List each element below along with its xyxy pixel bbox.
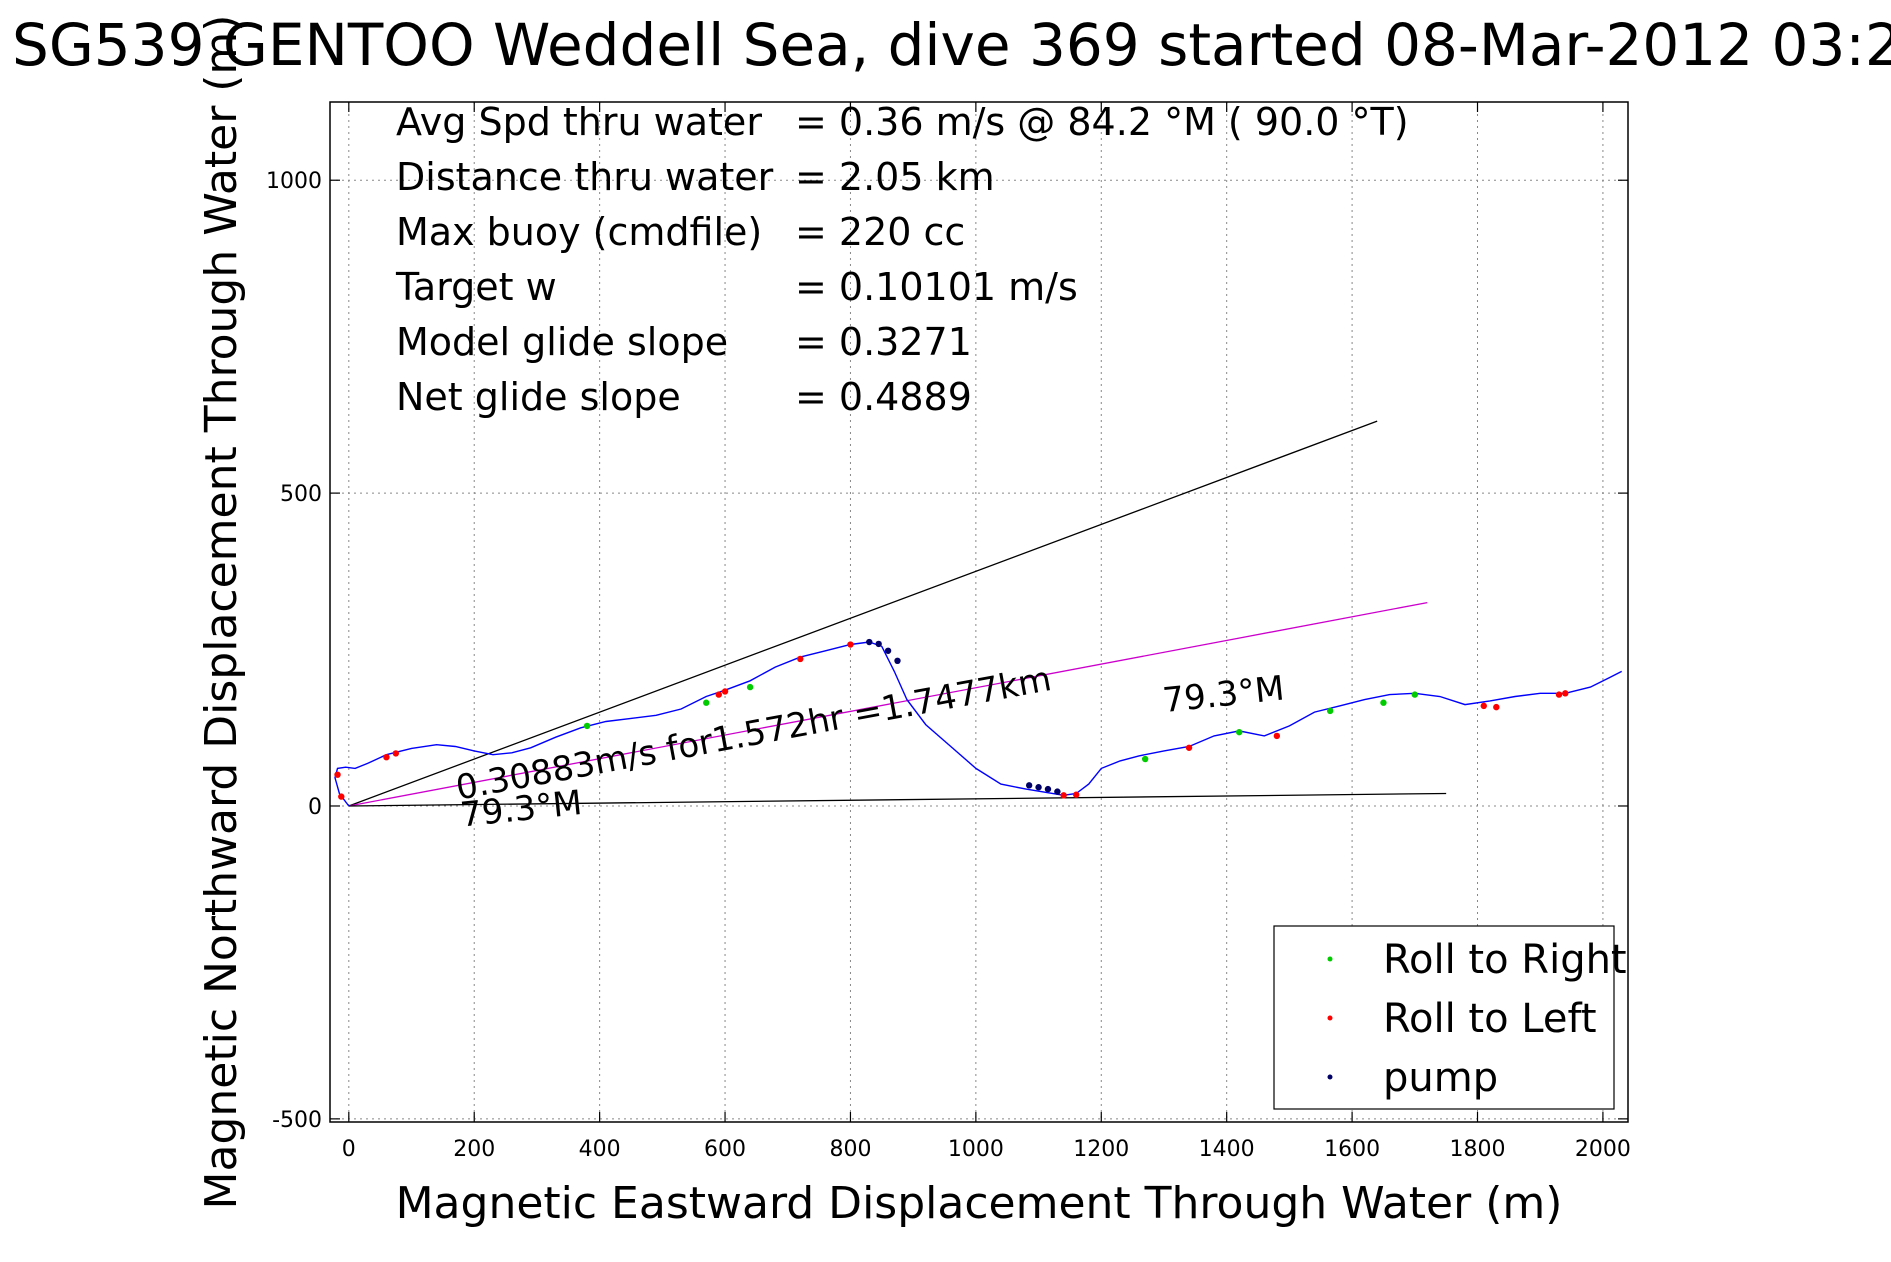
legend-label: Roll to Left xyxy=(1383,996,1597,1042)
ticks: 0 200 400 600 800 1000 1200 1400 1600 1800 2000 -50… xyxy=(266,102,1631,1162)
annotations: 0.30883m/s for1.572hr =1.7477km 79.3°M79.… xyxy=(453,659,1286,835)
series-layer xyxy=(334,638,1623,807)
roll-left-point xyxy=(338,793,345,800)
upper-slope-line xyxy=(348,420,1378,807)
pump-point xyxy=(1035,784,1042,791)
roll-right-point xyxy=(1411,691,1419,698)
roll-right-point xyxy=(1380,699,1387,706)
stat-label: Target w xyxy=(395,265,557,309)
legend-label: pump xyxy=(1383,1055,1498,1101)
roll-right-point xyxy=(1326,707,1334,715)
roll-right-point xyxy=(1141,755,1149,763)
annotation-label: 79.3°M xyxy=(1161,669,1287,722)
stats-block: Avg Spd thru water = 0.36 m/s @ 84.2 °M (… xyxy=(395,100,1409,419)
stat-label: Distance thru water xyxy=(396,155,774,199)
legend-label: Roll to Right xyxy=(1383,937,1627,983)
roll-left-point xyxy=(1273,732,1281,740)
x-tick-label: 1800 xyxy=(1450,1137,1506,1162)
roll-left-point xyxy=(1072,791,1080,798)
stat-value: = 0.10101 m/s xyxy=(795,265,1078,309)
lower-heading-line xyxy=(348,792,1447,807)
reference-lines xyxy=(348,420,1447,807)
stat-label: Max buoy (cmdfile) xyxy=(396,210,762,254)
y-tick-label: 500 xyxy=(280,482,322,507)
pump-point xyxy=(1025,782,1033,789)
x-axis-label: Magnetic Eastward Displacement Through W… xyxy=(396,1178,1563,1229)
track-line xyxy=(334,641,1623,807)
x-tick-label: 1400 xyxy=(1199,1137,1255,1162)
x-tick-label: 400 xyxy=(579,1137,621,1162)
stat-value: = 0.4889 xyxy=(795,375,972,419)
pump-point xyxy=(866,638,873,646)
y-axis-label: Magnetic Northward Displacement Through … xyxy=(196,15,247,1210)
roll-left-point xyxy=(392,750,400,757)
roll-left-point xyxy=(334,771,341,778)
stat-label: Model glide slope xyxy=(396,320,728,364)
roll-left-point xyxy=(383,753,390,761)
pump-point xyxy=(1054,788,1061,795)
grid xyxy=(330,102,1628,1122)
stat-label: Avg Spd thru water xyxy=(396,100,762,144)
y-tick-label: -500 xyxy=(272,1108,322,1133)
roll-right-point xyxy=(1236,728,1243,736)
x-tick-label: 600 xyxy=(704,1137,746,1162)
pump-point xyxy=(875,640,882,648)
x-tick-label: 2000 xyxy=(1575,1137,1631,1162)
pump-point xyxy=(884,647,892,654)
roll-right-point xyxy=(583,722,591,730)
x-tick-label: 1200 xyxy=(1073,1137,1129,1162)
roll-left-point xyxy=(847,641,854,648)
x-tick-label: 1600 xyxy=(1324,1137,1380,1162)
legend-marker xyxy=(1327,956,1333,962)
magenta-track-line xyxy=(348,601,1428,807)
roll-right-point xyxy=(746,683,754,691)
y-tick-label: 0 xyxy=(308,795,322,820)
roll-left-point xyxy=(1493,703,1500,711)
roll-left-point xyxy=(1185,744,1193,751)
roll-left-point xyxy=(1562,690,1569,697)
x-tick-label: 800 xyxy=(829,1137,871,1162)
plot-frame xyxy=(329,101,1629,1123)
roll-left-point xyxy=(715,691,722,698)
roll-left-point xyxy=(1480,702,1487,710)
legend-marker xyxy=(1327,1015,1333,1021)
roll-right-point xyxy=(703,699,710,706)
pump-point xyxy=(1044,785,1052,793)
x-tick-label: 1000 xyxy=(948,1137,1004,1162)
y-tick-label: 1000 xyxy=(266,169,322,194)
stat-value: = 2.05 km xyxy=(795,155,995,199)
legend-marker xyxy=(1327,1074,1333,1080)
pump-point xyxy=(894,657,901,665)
stat-value: = 0.36 m/s @ 84.2 °M ( 90.0 °T) xyxy=(795,100,1409,144)
roll-left-point xyxy=(797,655,804,663)
legend: Roll to Right Roll to Left pump xyxy=(1273,925,1627,1110)
roll-left-point xyxy=(721,688,729,695)
chart-title: SG539 GENTOO Weddell Sea, dive 369 start… xyxy=(12,11,1891,79)
stat-value: = 220 cc xyxy=(795,210,965,254)
stat-value: = 0.3271 xyxy=(795,320,972,364)
stat-label: Net glide slope xyxy=(396,375,681,419)
roll-left-point xyxy=(1555,691,1563,698)
x-tick-label: 200 xyxy=(453,1137,495,1162)
roll-left-point xyxy=(1060,792,1067,799)
x-tick-label: 0 xyxy=(342,1137,356,1162)
